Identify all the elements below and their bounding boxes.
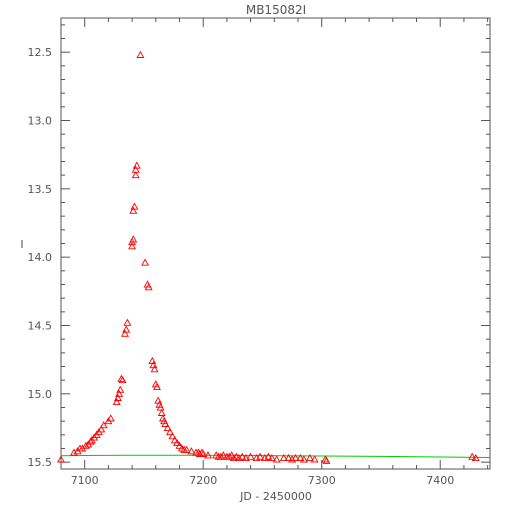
data-point <box>116 385 125 393</box>
data-point <box>219 451 228 459</box>
data-point <box>230 453 238 462</box>
axis-tick-labels: 7100 7200 7300 7400 12.5 13.0 13.5 14.0 14.5 15.0… <box>28 46 455 487</box>
data-point <box>204 451 212 459</box>
data-point <box>122 325 131 333</box>
y-axis-label: I <box>20 238 23 251</box>
y-tick-label: 13.5 <box>28 183 53 196</box>
data-point <box>241 453 250 462</box>
data-point <box>322 456 331 464</box>
data-point <box>154 396 163 404</box>
data-point <box>99 421 108 429</box>
data-point <box>272 455 281 463</box>
data-point <box>144 283 153 291</box>
data-point <box>168 432 177 440</box>
data-point <box>225 452 234 460</box>
y-tick-label: 12.5 <box>28 46 53 59</box>
data-point <box>131 165 140 173</box>
data-point <box>128 242 137 250</box>
data-point <box>129 206 138 214</box>
x-tick-label: 7400 <box>426 474 454 487</box>
data-point <box>284 453 293 462</box>
data-point <box>136 50 145 58</box>
x-tick-label: 7300 <box>308 474 336 487</box>
data-point <box>106 414 115 422</box>
y-tick-label: 14.0 <box>28 251 53 264</box>
data-point <box>57 455 65 463</box>
data-point <box>166 427 174 436</box>
plot-frame <box>60 17 491 470</box>
axis-ticks <box>60 18 490 469</box>
y-tick-label: 15.5 <box>28 456 53 469</box>
data-point <box>279 453 288 462</box>
model-curve-layer <box>60 454 491 458</box>
data-point <box>161 419 170 427</box>
data-point <box>118 376 127 384</box>
data-point <box>199 449 208 457</box>
data-point <box>267 453 276 462</box>
data-point <box>123 318 132 326</box>
data-point <box>156 403 165 411</box>
data-point <box>150 365 159 373</box>
data-point <box>471 453 480 462</box>
model-curve <box>60 454 491 458</box>
data-point <box>163 423 172 432</box>
data-point <box>121 329 129 337</box>
data-point <box>81 441 90 449</box>
data-point <box>291 453 300 462</box>
data-point <box>217 452 225 460</box>
chart-title: MB15082I <box>246 3 306 17</box>
data-point <box>296 453 305 462</box>
x-tick-label: 7200 <box>189 474 217 487</box>
data-point <box>130 202 139 210</box>
data-points-layer <box>57 50 480 464</box>
data-point <box>182 445 191 453</box>
data-point <box>238 452 247 460</box>
data-point <box>187 447 196 455</box>
y-tick-label: 13.0 <box>28 115 53 128</box>
data-point <box>113 393 122 401</box>
y-tick-label: 14.5 <box>28 320 53 333</box>
data-point <box>227 451 236 459</box>
data-point <box>129 235 138 243</box>
data-point <box>112 397 121 406</box>
data-point <box>131 171 140 179</box>
data-point <box>299 455 308 463</box>
data-point <box>468 452 477 460</box>
data-point <box>264 452 273 460</box>
data-point <box>141 258 150 266</box>
y-tick-label: 15.0 <box>28 388 53 401</box>
data-point <box>149 360 158 369</box>
data-point <box>132 161 141 169</box>
data-point <box>175 441 184 449</box>
data-point <box>173 438 182 447</box>
x-axis-label: JD - 2450000 <box>239 490 312 503</box>
data-point <box>246 452 255 460</box>
data-point <box>153 382 161 391</box>
data-point <box>305 453 314 462</box>
data-point <box>157 408 166 416</box>
data-point <box>97 425 106 433</box>
data-point <box>148 356 157 365</box>
plot-border <box>60 17 491 470</box>
x-tick-label: 7100 <box>71 474 99 487</box>
data-point <box>170 436 179 444</box>
data-point <box>115 389 124 397</box>
data-point <box>310 455 319 463</box>
data-point <box>256 452 265 460</box>
